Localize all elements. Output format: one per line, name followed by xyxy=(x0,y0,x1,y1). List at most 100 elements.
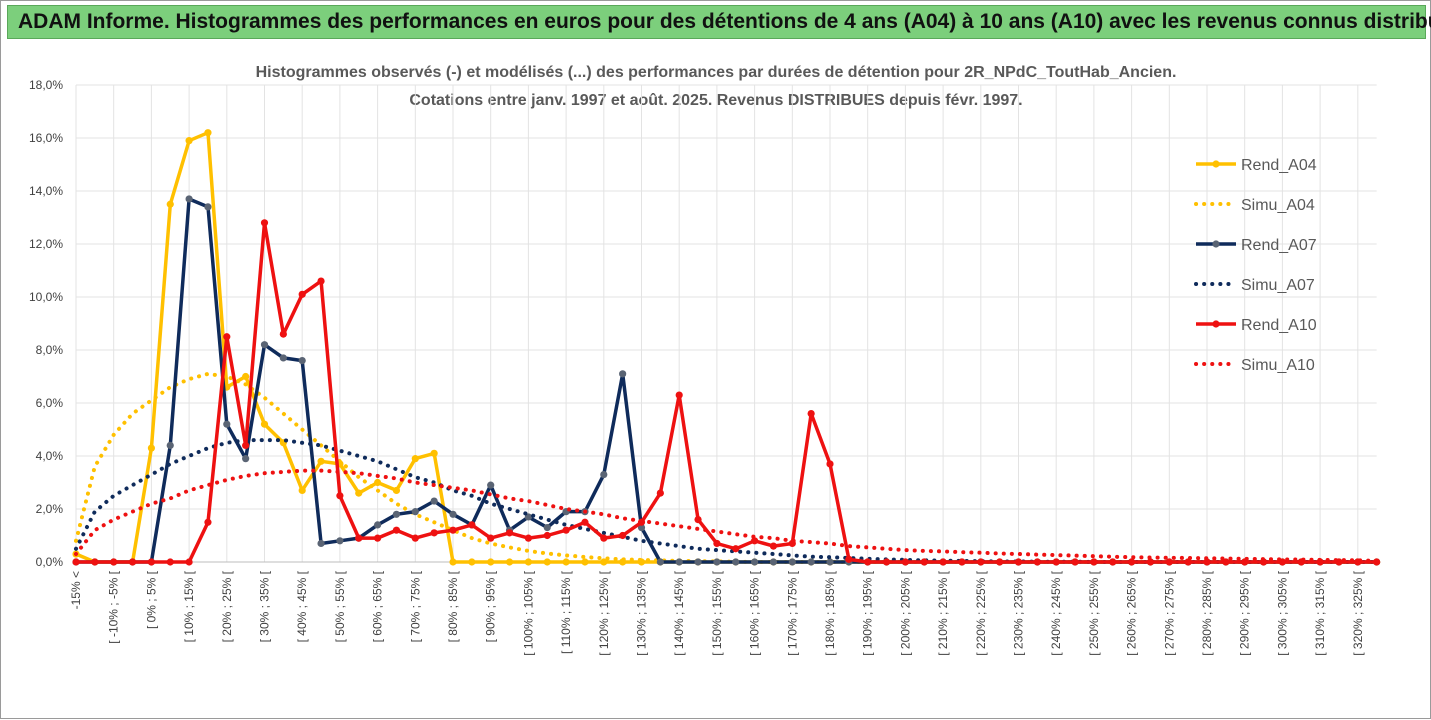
legend-label-Simu_A07: Simu_A07 xyxy=(1241,277,1315,294)
legend: Rend_A04 Simu_A04 Rend_A07 Simu_A07 Rend_A10… xyxy=(1194,157,1317,374)
x-tick-label: [ 10% ; 15% [ xyxy=(182,570,196,642)
x-tick-label: [ 260% ; 265% [ xyxy=(1125,570,1139,655)
data-point-Rend_A10 xyxy=(920,558,928,566)
data-point-Rend_A10 xyxy=(600,534,608,542)
data-point-Rend_A07 xyxy=(260,341,269,349)
data-point-Rend_A10 xyxy=(336,492,344,500)
data-point-Rend_A10 xyxy=(1014,558,1023,566)
data-point-Rend_A04 xyxy=(185,137,193,145)
data-point-Rend_A04 xyxy=(392,486,401,495)
legend-label-Rend_A04: Rend_A04 xyxy=(1241,157,1317,174)
data-point-Rend_A07 xyxy=(204,203,212,211)
data-point-Rend_A10 xyxy=(882,558,891,566)
data-point-Rend_A10 xyxy=(769,542,778,550)
data-point-Rend_A10 xyxy=(204,518,212,526)
data-point-Rend_A10 xyxy=(185,558,193,566)
y-axis: 0,0% 2,0% 4,0% 6,0% 8,0% 10,0% 12,0% 14,0% 16,0%… xyxy=(29,78,63,569)
data-point-Rend_A10 xyxy=(939,558,947,566)
data-point-Rend_A10 xyxy=(166,558,174,566)
x-tick-label: [ 240% ; 245% [ xyxy=(1049,570,1063,655)
data-point-Rend_A10 xyxy=(751,537,759,545)
x-tick-label: [ 70% ; 75% [ xyxy=(408,570,422,642)
data-point-Rend_A07 xyxy=(336,537,344,545)
data-point-Rend_A04 xyxy=(449,558,457,566)
chart-grid xyxy=(75,84,1377,563)
data-point-Rend_A07 xyxy=(374,521,382,529)
legend-label-Simu_A10: Simu_A10 xyxy=(1241,357,1315,374)
x-tick-label: [ 60% ; 65% [ xyxy=(371,570,385,642)
data-point-Rend_A04 xyxy=(374,478,382,487)
data-point-Rend_A07 xyxy=(637,523,646,532)
data-point-Rend_A10 xyxy=(732,545,740,553)
data-point-Rend_A10 xyxy=(260,219,269,227)
data-point-Rend_A10 xyxy=(392,526,401,534)
data-point-Rend_A10 xyxy=(147,558,155,566)
data-point-Rend_A07 xyxy=(524,513,533,521)
data-point-Rend_A04 xyxy=(242,372,250,381)
data-point-Rend_A10 xyxy=(581,518,589,526)
x-tick-label: [ 220% ; 225% [ xyxy=(974,570,988,655)
x-tick-label: [ 190% ; 195% [ xyxy=(861,570,875,655)
x-tick-label: [ 20% ; 25% [ xyxy=(220,570,234,642)
x-tick-label: [ 130% ; 135% [ xyxy=(635,570,649,655)
x-tick-label: [ 170% ; 175% [ xyxy=(785,570,799,655)
data-point-Rend_A07 xyxy=(675,558,683,566)
legend-label-Rend_A10: Rend_A10 xyxy=(1241,317,1317,334)
data-point-Rend_A04 xyxy=(487,558,495,566)
data-point-Rend_A10 xyxy=(505,529,514,537)
data-point-Rend_A10 xyxy=(826,460,834,468)
data-point-Rend_A07 xyxy=(732,558,740,566)
data-point-Rend_A10 xyxy=(374,534,382,542)
data-point-Rend_A07 xyxy=(242,455,250,463)
data-point-Rend_A04 xyxy=(317,457,325,465)
y-tick-label: 8,0% xyxy=(36,343,64,357)
x-tick-label: [ 200% ; 205% [ xyxy=(898,570,912,655)
chart-title: Histogrammes observés (-) et modélisés (… xyxy=(256,64,1177,81)
data-point-Rend_A04 xyxy=(524,558,533,566)
data-point-Rend_A07 xyxy=(600,470,608,479)
data-point-Rend_A10 xyxy=(864,558,872,566)
y-tick-label: 14,0% xyxy=(29,184,63,198)
data-point-Rend_A04 xyxy=(562,558,570,566)
data-point-Rend_A10 xyxy=(543,531,551,540)
legend-label-Simu_A04: Simu_A04 xyxy=(1241,197,1315,214)
data-point-Rend_A07 xyxy=(430,497,438,505)
y-tick-label: 18,0% xyxy=(29,78,63,92)
data-point-Rend_A10 xyxy=(411,534,419,542)
data-point-Rend_A07 xyxy=(543,523,551,532)
x-tick-label: [ 80% ; 85% [ xyxy=(446,570,460,642)
data-point-Rend_A10 xyxy=(1146,558,1155,566)
data-point-Rend_A10 xyxy=(430,529,438,537)
data-point-Rend_A10 xyxy=(223,333,231,341)
x-tick-label: [ 320% ; 325% [ xyxy=(1351,570,1365,655)
data-point-Rend_A07 xyxy=(185,195,193,203)
data-point-Rend_A10 xyxy=(279,330,287,338)
x-tick-label: [ 30% ; 35% [ xyxy=(258,570,272,642)
data-point-Rend_A07 xyxy=(166,441,174,449)
data-point-Rend_A10 xyxy=(1128,558,1136,566)
x-tick-label: [ 0% ; 5% [ xyxy=(144,570,158,629)
data-point-Rend_A07 xyxy=(619,370,627,378)
data-point-Rend_A07 xyxy=(449,510,457,518)
data-point-Rend_A10 xyxy=(845,555,853,563)
series-line-Simu_A04 xyxy=(74,371,1379,564)
data-point-Rend_A10 xyxy=(807,410,815,418)
y-tick-label: 12,0% xyxy=(29,237,63,251)
data-point-Rend_A10 xyxy=(1184,558,1192,566)
report-banner-title: ADAM Informe. Histogrammes des performan… xyxy=(18,10,1431,33)
data-point-Rend_A04 xyxy=(147,444,155,452)
data-point-Rend_A04 xyxy=(411,455,419,463)
data-point-Rend_A07 xyxy=(411,508,419,516)
data-point-Rend_A04 xyxy=(298,486,306,495)
x-tick-label: [ 140% ; 145% [ xyxy=(672,570,686,655)
data-point-Rend_A10 xyxy=(901,558,910,566)
data-point-Rend_A07 xyxy=(769,558,778,566)
data-point-Rend_A10 xyxy=(1090,558,1098,566)
series-line-Simu_A07 xyxy=(74,438,1379,564)
data-point-Rend_A04 xyxy=(468,558,476,566)
x-tick-label: [ 210% ; 215% [ xyxy=(936,570,950,655)
y-tick-label: 10,0% xyxy=(29,290,63,304)
data-point-Rend_A07 xyxy=(317,539,325,548)
x-tick-label: [ 120% ; 125% [ xyxy=(597,570,611,655)
